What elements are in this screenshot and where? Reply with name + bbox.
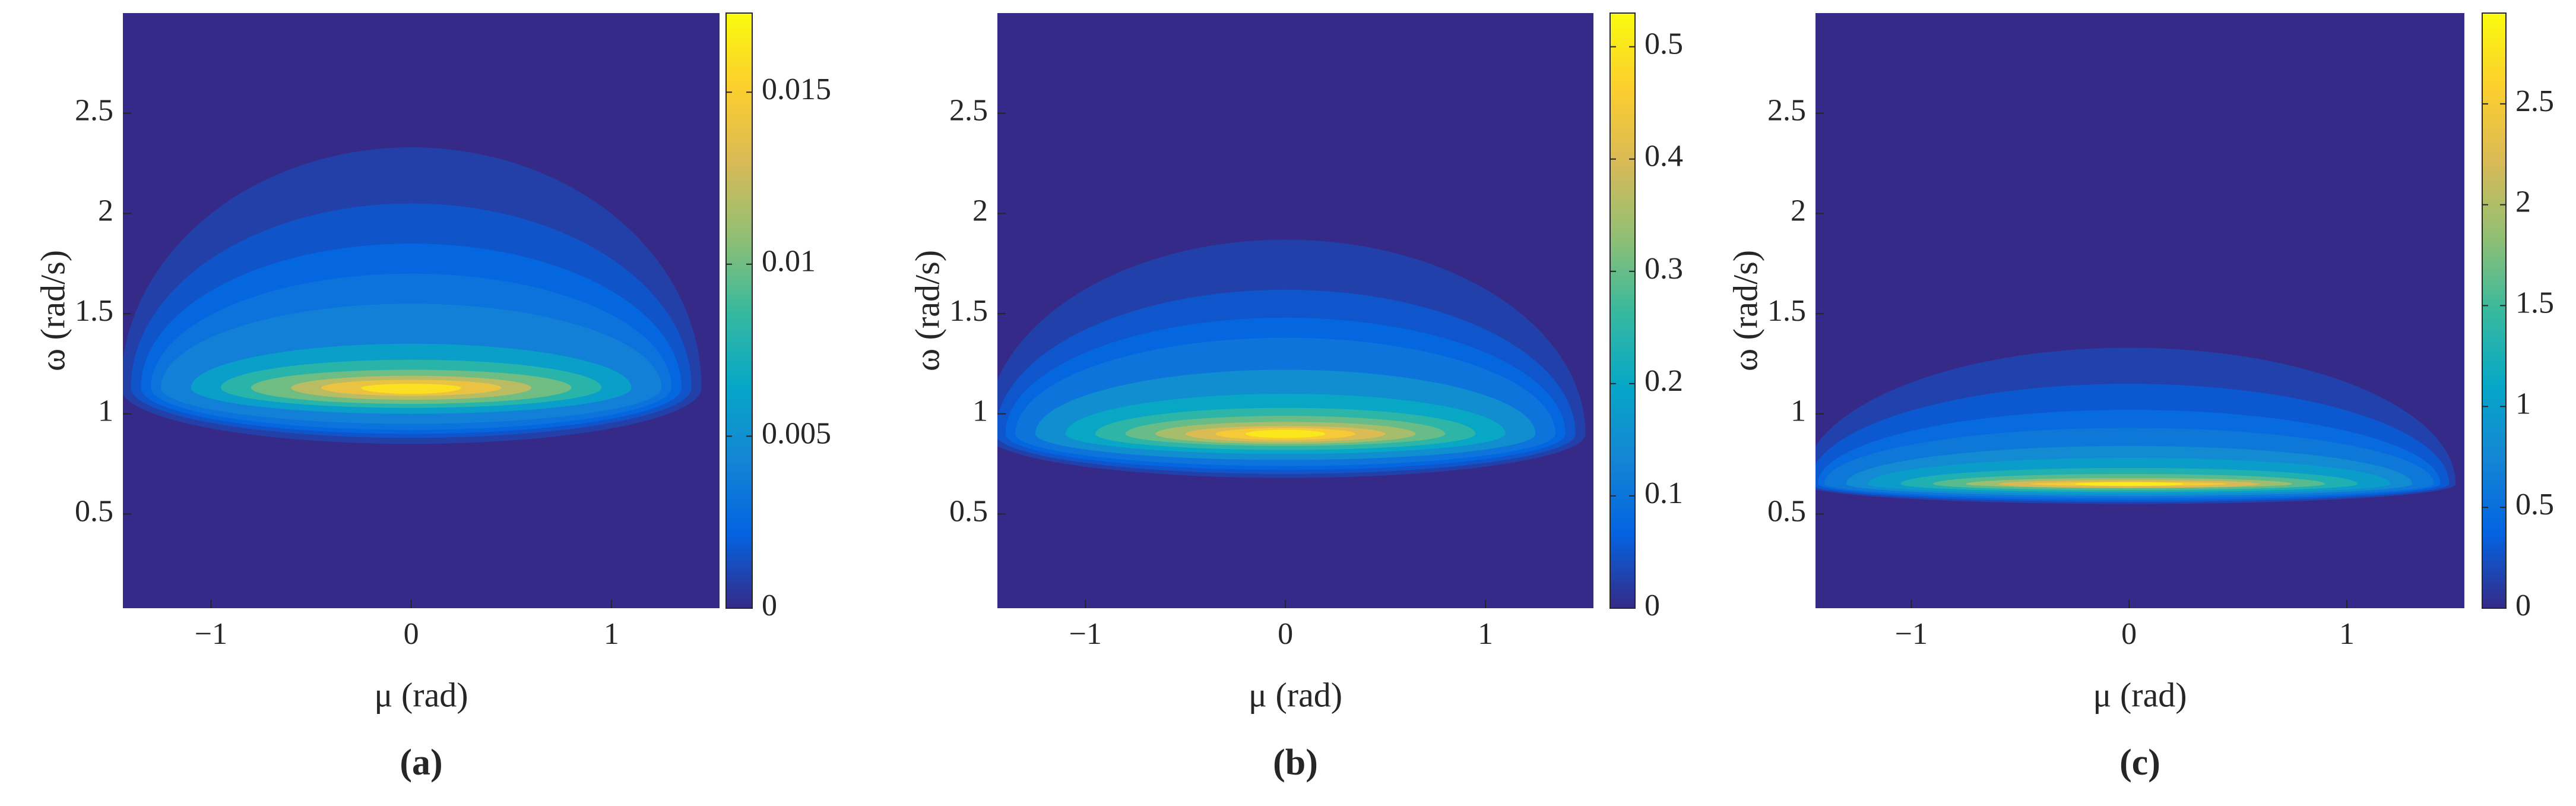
y-tick-label: 2.5 [949, 94, 988, 128]
colorbar-tick-label: 0.005 [762, 416, 831, 450]
x-tick-label: −1 [1069, 617, 1102, 651]
y-tick-label: 2.5 [75, 94, 113, 128]
contour-fills [997, 239, 1586, 478]
plot-background [1815, 13, 2464, 608]
x-tick-label: 0 [404, 617, 419, 651]
panel-caption: (a) [400, 742, 442, 783]
y-tick-label: 1 [1791, 394, 1806, 428]
colorbar-tick-label: 1 [2515, 387, 2531, 421]
x-tick-label: 0 [2121, 617, 2137, 651]
x-tick-label: −1 [195, 617, 227, 651]
x-tick-label: 1 [604, 617, 619, 651]
contour-level [1245, 429, 1326, 438]
panel: 0 0.005 0.01 0.015 −1 0 1 0.5 1 1.5 2 2.5 μ (rad) ω (… [33, 12, 831, 783]
y-tick-label: 2 [98, 194, 113, 227]
colorbar-tick-label: 0.015 [762, 72, 831, 106]
y-tick-label: 2 [1791, 194, 1806, 227]
y-axis-label: ω (rad/s) [1726, 250, 1764, 371]
contour-fills [123, 147, 702, 444]
colorbar-tick-label: 0.01 [762, 245, 816, 279]
y-tick-label: 2 [972, 194, 988, 227]
y-tick-label: 0.5 [949, 494, 988, 528]
contour-level [2074, 482, 2184, 486]
panel-caption: (b) [1273, 742, 1318, 783]
colorbar-tick-label: 2 [2515, 185, 2531, 219]
colorbar-tick-label: 0.3 [1645, 252, 1683, 286]
colorbar-tick-label: 0.5 [2515, 488, 2554, 521]
y-tick-label: 1.5 [949, 294, 988, 328]
x-tick-label: −1 [1895, 617, 1928, 651]
panel: 0 0.5 1 1.5 2 2.5 −1 0 1 0.5 1 1.5 2 2.5 μ (rad) ω (rad… [1726, 12, 2554, 783]
contour-fills [1815, 347, 2456, 504]
y-tick-label: 1 [98, 394, 113, 428]
y-tick-label: 1 [972, 394, 988, 428]
colorbar-tick-label: 1.5 [2515, 286, 2554, 320]
y-axis-label: ω (rad/s) [33, 250, 72, 371]
x-tick-label: 0 [1278, 617, 1293, 651]
colorbar-tick-label: 0.1 [1645, 476, 1683, 510]
colorbar [2482, 12, 2507, 609]
x-axis-label: μ (rad) [1249, 675, 1342, 714]
x-tick-label: 1 [2339, 617, 2355, 651]
colorbar-tick-label: 0.2 [1645, 364, 1683, 398]
colorbar [1609, 12, 1636, 609]
y-axis-label: ω (rad/s) [908, 250, 946, 371]
colorbar-tick-label: 0 [762, 589, 777, 622]
y-tick-label: 0.5 [1767, 494, 1806, 528]
x-axis-label: μ (rad) [2093, 675, 2187, 714]
colorbar-tick-label: 0 [2515, 589, 2531, 622]
colorbar [725, 12, 753, 609]
x-tick-label: 1 [1478, 617, 1493, 651]
colorbar-tick-label: 0 [1645, 589, 1660, 622]
contour-level [361, 384, 461, 394]
y-tick-label: 1.5 [1767, 294, 1806, 328]
panel-caption: (c) [2119, 742, 2160, 783]
colorbar-tick-label: 0.5 [1645, 27, 1683, 61]
y-tick-label: 1.5 [75, 294, 113, 328]
panel: 0 0.1 0.2 0.3 0.4 0.5 −1 0 1 0.5 1 1.5 2 2.5 μ (rad) ω … [908, 12, 1683, 783]
y-tick-label: 2.5 [1767, 94, 1806, 128]
colorbar-tick-label: 2.5 [2515, 84, 2554, 118]
colorbar-tick-label: 0.4 [1645, 140, 1683, 173]
x-axis-label: μ (rad) [374, 675, 468, 714]
y-tick-label: 0.5 [75, 494, 113, 528]
